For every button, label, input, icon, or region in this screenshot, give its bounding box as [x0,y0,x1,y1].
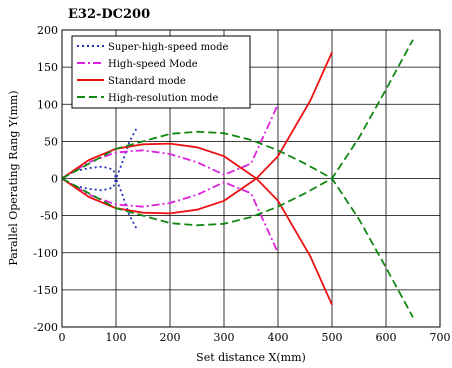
y-tick-label: -150 [33,284,58,297]
legend-label: Super-high-speed mode [108,42,228,53]
x-tick-label: 200 [160,331,181,344]
chart-title: E32-DC200 [68,7,150,22]
legend-label: High-speed Mode [108,59,198,70]
y-tick-label: 200 [37,24,58,37]
x-tick-label: 600 [376,331,397,344]
series-line-high-resolution-mode-upper [61,39,414,180]
y-tick-label: 100 [37,98,58,111]
legend: Super-high-speed mode High-speed Mode Stan… [71,35,251,109]
x-tick-label: 700 [430,331,451,344]
legend-label: High-resolution mode [108,93,218,104]
x-tick-label: 300 [214,331,235,344]
y-axis-label: Parallel Operating Rang Y(mm) [7,90,20,265]
x-tick-labels: 0 100 200 300 400 500 600 700 [59,331,451,344]
x-tick-label: 400 [268,331,289,344]
series-line-high-speed-mode-lower [61,177,279,254]
legend-label: Standard mode [108,76,186,87]
y-tick-label: 50 [44,135,58,148]
x-axis-label: Set distance X(mm) [196,351,306,364]
y-tick-label: 150 [37,61,58,74]
y-tick-labels: 200 150 100 50 0 -50 -100 -150 -200 [33,24,58,334]
y-tick-label: -200 [33,321,58,334]
series-line-standard-mode-upper [61,51,333,180]
series-line-high-speed-mode-upper [61,103,279,180]
x-tick-label: 100 [106,331,127,344]
y-tick-label: 0 [51,173,58,186]
y-tick-label: -50 [40,210,58,223]
plot-frame [61,29,441,328]
x-tick-label: 0 [59,331,66,344]
series-line-standard-mode-lower [61,177,333,306]
x-tick-label: 500 [322,331,343,344]
legend-items: Super-high-speed mode High-speed Mode Stan… [77,42,228,104]
series-line-high-resolution-mode-lower [61,177,414,318]
y-tick-label: -100 [33,247,58,260]
series-layer [61,39,414,318]
